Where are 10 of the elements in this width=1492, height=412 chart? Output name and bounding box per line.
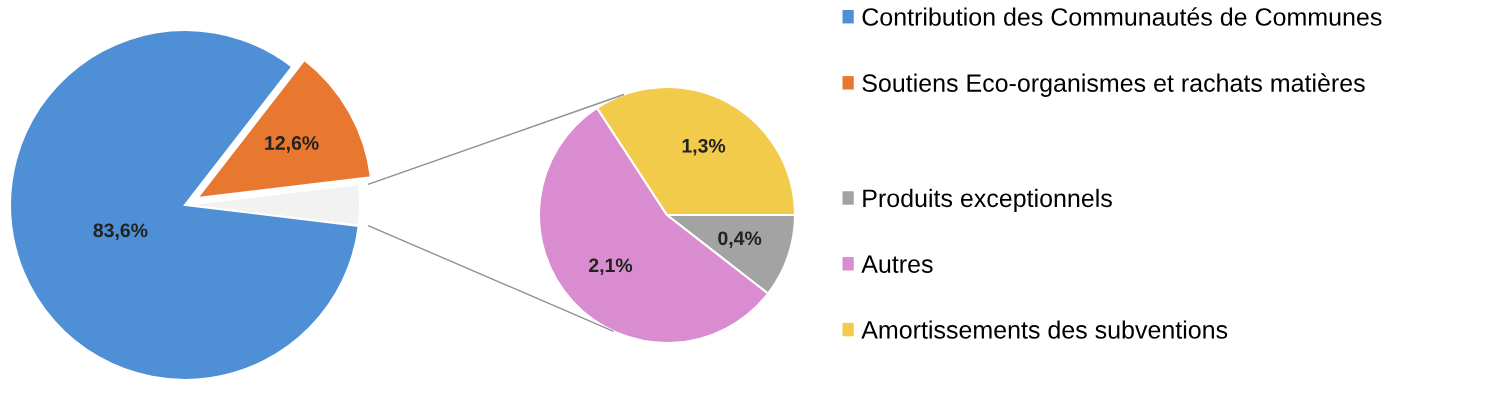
legend-label: Autres [861, 255, 933, 273]
legend-label: Produits exceptionnels [863, 188, 1112, 213]
legend-label: Soutiens Eco-organismes et rachats matières [862, 73, 1365, 97]
legend-label: Amortissements des subventions [861, 320, 1228, 339]
data-label: 12,6% [265, 136, 319, 153]
legend-label: Contribution des Communautés de Communes [862, 7, 1382, 26]
data-label: 83,6% [93, 223, 148, 241]
data-label: 0,4% [718, 231, 762, 248]
data-label: 1,3% [682, 138, 726, 156]
data-label: 2,1% [589, 258, 633, 276]
